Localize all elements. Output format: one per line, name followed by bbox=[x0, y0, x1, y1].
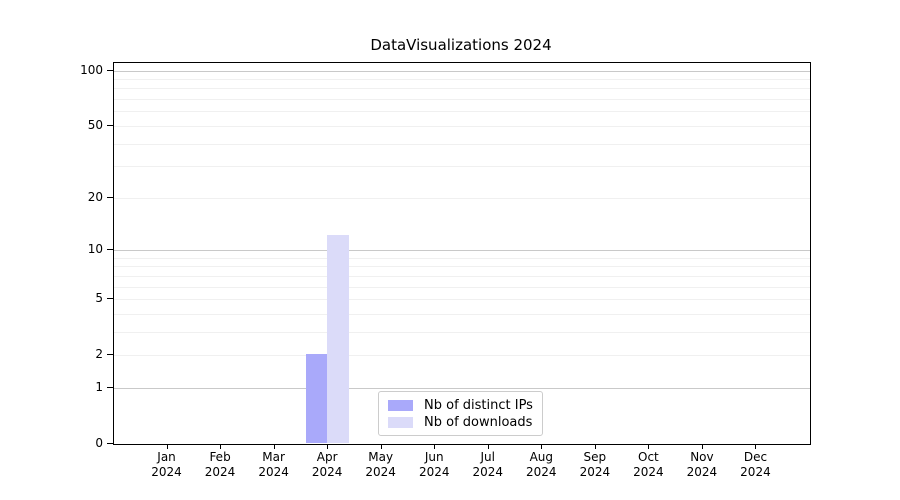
chart-title: DataVisualizations 2024 bbox=[370, 36, 552, 54]
x-tick-label-aug: Aug 2024 bbox=[526, 450, 557, 479]
y-tick-label-50: 50 bbox=[87, 117, 103, 132]
x-tick-mark-jun bbox=[434, 444, 436, 449]
gridline-y-40 bbox=[114, 143, 810, 145]
x-tick-mark-apr bbox=[327, 444, 329, 449]
x-tick-mark-feb bbox=[220, 444, 222, 449]
gridline-y-2 bbox=[114, 355, 810, 357]
legend-swatch-downloads bbox=[388, 417, 413, 428]
gridline-y-5 bbox=[114, 299, 810, 301]
x-tick-label-dec: Dec 2024 bbox=[740, 450, 771, 479]
gridline-y-70 bbox=[114, 99, 810, 101]
y-tick-mark-10 bbox=[107, 249, 113, 250]
x-tick-mark-dec bbox=[755, 444, 757, 449]
x-tick-label-apr: Apr 2024 bbox=[311, 450, 343, 479]
gridline-y-10 bbox=[114, 250, 810, 251]
gridline-y-90 bbox=[114, 79, 810, 81]
legend-label-downloads: Nb of downloads bbox=[424, 415, 533, 430]
x-tick-mark-aug bbox=[541, 444, 543, 449]
gridline-y-100 bbox=[114, 70, 810, 72]
gridline-y-1 bbox=[114, 387, 810, 389]
gridline-y-7 bbox=[114, 275, 810, 277]
x-tick-label-sep: Sep 2024 bbox=[579, 450, 611, 479]
x-tick-mark-nov bbox=[701, 444, 703, 449]
y-tick-label-20: 20 bbox=[87, 189, 103, 204]
bar-apr-series0 bbox=[305, 354, 328, 443]
legend: Nb of distinct IPs Nb of downloads bbox=[378, 391, 543, 436]
y-tick-mark-20 bbox=[107, 196, 113, 198]
y-tick-mark-2 bbox=[107, 354, 113, 356]
x-tick-mark-sep bbox=[594, 444, 596, 449]
x-tick-label-feb: Feb 2024 bbox=[204, 450, 236, 479]
x-tick-label-mar: Mar 2024 bbox=[258, 450, 289, 479]
gridline-y-8 bbox=[114, 266, 810, 268]
gridline-y-3 bbox=[114, 331, 810, 333]
gridline-y-50 bbox=[114, 125, 810, 127]
legend-swatch-distinct-ips bbox=[388, 400, 413, 411]
gridline-y-60 bbox=[114, 111, 810, 113]
gridline-y-9 bbox=[114, 257, 810, 259]
gridline-y-4 bbox=[114, 313, 810, 315]
x-tick-mark-jul bbox=[487, 444, 489, 449]
gridline-y-30 bbox=[114, 166, 810, 168]
plot-area bbox=[113, 62, 811, 445]
x-tick-mark-jan bbox=[166, 444, 168, 449]
y-tick-mark-0 bbox=[107, 443, 113, 444]
x-tick-label-jan: Jan 2024 bbox=[151, 450, 182, 479]
x-tick-label-oct: Oct 2024 bbox=[633, 450, 664, 479]
x-tick-mark-mar bbox=[273, 444, 275, 449]
gridline-y-20 bbox=[114, 197, 810, 199]
y-tick-label-1: 1 bbox=[95, 379, 103, 394]
x-tick-label-may: May 2024 bbox=[365, 450, 396, 479]
y-tick-label-5: 5 bbox=[95, 291, 103, 306]
y-tick-label-2: 2 bbox=[95, 347, 103, 362]
gridline-y-6 bbox=[114, 286, 810, 288]
y-tick-mark-50 bbox=[107, 124, 113, 126]
y-tick-mark-5 bbox=[107, 298, 113, 300]
gridline-y-80 bbox=[114, 88, 810, 90]
y-tick-label-100: 100 bbox=[80, 62, 103, 77]
x-tick-label-jul: Jul 2024 bbox=[472, 450, 504, 479]
x-tick-mark-may bbox=[380, 444, 382, 449]
x-tick-label-jun: Jun 2024 bbox=[418, 450, 450, 479]
y-tick-mark-1 bbox=[107, 386, 113, 388]
legend-label-distinct-ips: Nb of distinct IPs bbox=[424, 398, 533, 413]
bar-apr-series1 bbox=[327, 235, 349, 443]
y-tick-mark-100 bbox=[107, 69, 113, 71]
y-tick-label-0: 0 bbox=[95, 436, 103, 450]
x-tick-mark-oct bbox=[648, 444, 650, 449]
legend-item-distinct-ips: Nb of distinct IPs bbox=[388, 398, 533, 413]
legend-item-downloads: Nb of downloads bbox=[388, 415, 533, 430]
y-tick-label-10: 10 bbox=[87, 242, 103, 256]
x-tick-label-nov: Nov 2024 bbox=[686, 450, 718, 479]
